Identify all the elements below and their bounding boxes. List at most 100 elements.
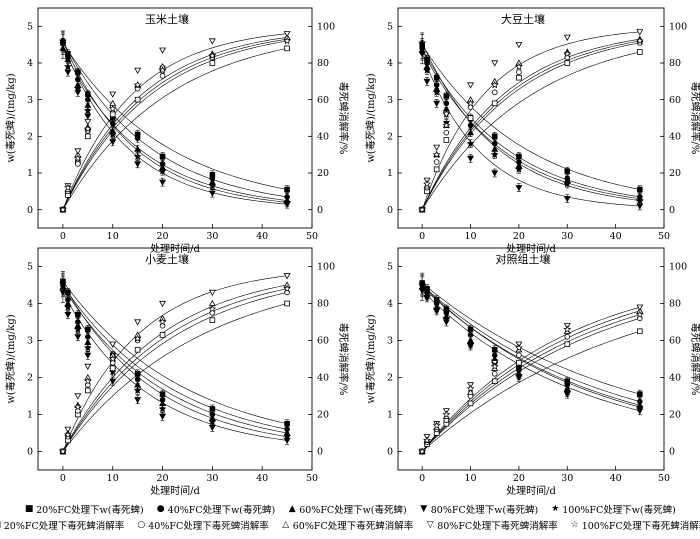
y-tick-label: 0 (27, 205, 33, 216)
rate-point (433, 166, 440, 173)
concentration-point (563, 388, 572, 396)
rate-point (515, 42, 523, 49)
chart-panel: 0 10 20 30 40 50012345020406080100玉米土壤处理时间/dw… (4, 7, 350, 255)
rate-point (515, 62, 523, 70)
concentration-point (133, 152, 142, 160)
y-tick-label: 0 (27, 447, 33, 458)
rate-fit-curve (62, 288, 288, 452)
rate-point (208, 304, 217, 313)
rate-point (59, 205, 67, 213)
concentration-point (490, 150, 499, 158)
concentration-point (635, 196, 644, 204)
legend-row-rate: □20%FC处理下毒死蜱消解率 ○40%FC处理下毒死蜱消解率 △60%FC处理… (0, 518, 700, 532)
rate-fit-curve (421, 40, 640, 210)
legend-symbol: ★ (551, 504, 560, 514)
concentration-point (433, 100, 441, 107)
y2-axis-label: 毒死蜱消解率/% (337, 323, 350, 396)
rate-point (208, 38, 216, 45)
y-tick-label: 1 (27, 168, 33, 179)
rate-point (63, 430, 72, 439)
concentration-fit-curve (421, 48, 640, 198)
rate-fit-curve (62, 38, 288, 210)
y2-tick-label: 80 (317, 299, 329, 310)
x-tick-label: 0 (60, 473, 66, 484)
y-tick-label: 2 (27, 373, 33, 384)
concentration-point (208, 190, 216, 197)
rate-point (442, 111, 450, 118)
concentration-point (59, 36, 67, 45)
y2-tick-label: 60 (317, 336, 329, 347)
x-axis-label: 处理时间/d (150, 242, 200, 255)
concentration-point (283, 432, 291, 441)
y-tick-label: 5 (27, 22, 33, 33)
concentration-point (423, 66, 431, 74)
x-tick-label: 40 (256, 231, 268, 242)
concentration-fit-curve (421, 42, 640, 201)
rate-fit-curve (62, 292, 288, 452)
concentration-point (159, 179, 167, 186)
legend-item: △ 60%FC处理下毒死蜱消解率 (281, 518, 413, 532)
rate-point (59, 447, 67, 455)
rate-point (418, 447, 427, 455)
x-tick-label: 40 (610, 231, 622, 242)
concentration-point (63, 303, 72, 311)
x-tick-label: 40 (610, 473, 622, 484)
rate-point (74, 393, 82, 400)
x-tick-label: 30 (206, 473, 218, 484)
concentration-fit-curve (62, 42, 288, 190)
rate-point (443, 137, 450, 143)
rate-point (134, 67, 142, 74)
y2-tick-label: 20 (317, 168, 329, 179)
rate-point (109, 341, 117, 348)
concentration-point (637, 186, 643, 193)
concentration-point (423, 78, 431, 85)
legend-label: 20%FC处理下w(毒死蜱) (36, 505, 144, 516)
rate-fit-curve (62, 303, 288, 452)
rate-fit-curve (421, 310, 640, 452)
panel-title: 对照组土壤 (496, 252, 551, 266)
rate-point (467, 115, 474, 121)
rate-point (209, 60, 216, 66)
concentration-point (59, 279, 67, 287)
concentration-point (109, 120, 116, 127)
legend-item: ○ 40%FC处理下毒死蜱消解率 (136, 518, 268, 532)
rate-point (63, 183, 72, 191)
legend-label: 80%FC处理下毒死蜱消解率 (437, 521, 558, 532)
legend-item: ■ 20%FC处理下w(毒死蜱) (24, 502, 144, 516)
rate-point (516, 352, 522, 359)
concentration-point (637, 391, 643, 397)
x-tick-label: 0 (60, 231, 66, 242)
y2-tick-label: 100 (669, 22, 687, 33)
y2-tick-label: 80 (317, 58, 329, 69)
y-tick-label: 2 (387, 373, 393, 384)
x-tick-label: 10 (107, 231, 119, 242)
y2-axis-label: 毒死蜱消解率/% (689, 323, 700, 396)
legend-symbol: ● (156, 504, 165, 514)
y-tick-label: 1 (387, 168, 393, 179)
rate-point (636, 29, 644, 36)
rate-fit-curve (421, 51, 640, 210)
rate-point (564, 341, 571, 347)
x-tick-label: 10 (107, 473, 119, 484)
rate-point (109, 111, 116, 118)
rate-point (159, 47, 167, 54)
rate-point (83, 377, 92, 385)
rate-point (635, 36, 644, 45)
y-axis-label: w(毒死蜱)/(mg/kg) (364, 73, 377, 162)
legend-symbol: ▼ (420, 504, 428, 514)
plot-frame (37, 7, 313, 229)
legend-label: 40%FC处理下毒死蜱消解率 (148, 521, 269, 532)
concentration-fit-curve (421, 284, 640, 408)
panel-title: 小麦土壤 (145, 252, 189, 266)
concentration-fit-curve (421, 44, 640, 190)
y-tick-label: 3 (27, 95, 33, 106)
x-tick-label: 20 (513, 473, 525, 484)
concentration-point (108, 130, 117, 138)
y2-axis-label: 毒死蜱消解率/% (337, 82, 350, 155)
x-tick-label: 10 (464, 231, 476, 242)
concentration-point (158, 167, 167, 175)
rate-point (491, 60, 499, 67)
concentration-point (75, 69, 81, 75)
rate-point (467, 400, 474, 407)
chart-panel: 0 10 20 30 40 50012345020406080100对照组土壤处理时间/d… (364, 247, 700, 497)
